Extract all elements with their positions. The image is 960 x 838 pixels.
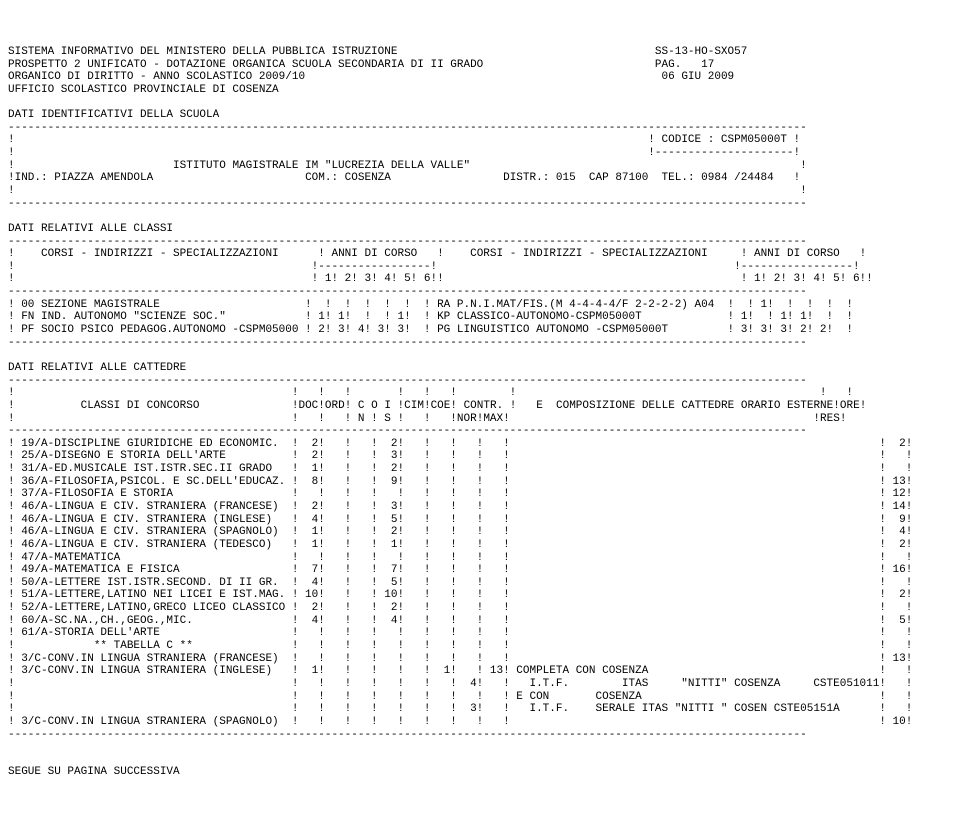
report-page: SISTEMA INFORMATIVO DEL MINISTERO DELLA … [8, 46, 952, 779]
rule: ----------------------------------------… [8, 122, 807, 134]
cattedre-header1: ! CLASSI DI CONCORSO !DOC!ORD! C O I !CI… [8, 400, 866, 412]
rule: ----------------------------------------… [8, 286, 807, 298]
school-title: DATI IDENTIFICATIVI DELLA SCUOLA [8, 109, 219, 121]
codice-line: ! ! CODICE : CSPM05000T ! [8, 134, 800, 146]
classi-title: DATI RELATIVI ALLE CLASSI [8, 223, 173, 235]
rule: ----------------------------------------… [8, 425, 807, 437]
rule: ----------------------------------------… [8, 729, 807, 741]
rule: ----------------------------------------… [8, 337, 807, 349]
classi-rows: ! 00 SEZIONE MAGISTRALE ! ! ! ! ! ! ! RA… [8, 299, 853, 336]
addr-line: !IND.: PIAZZA AMENDOLA COM.: COSENZA DIS… [8, 172, 800, 184]
classi-years: ! ! 1! 2! 3! 4! 5! 6!! ! 1! 2! 3! 4! 5! … [8, 273, 873, 285]
istituto-line: ! ISTITUTO MAGISTRALE IM "LUCREZIA DELLA… [8, 160, 807, 172]
rule: ----------------------------------------… [8, 198, 807, 210]
cattedre-header2: ! ! ! ! N ! S ! ! !NOR!MAX! !RES! [8, 413, 846, 425]
header-line-4: UFFICIO SCOLASTICO PROVINCIALE DI COSENZ… [8, 84, 279, 96]
header-line-1: SISTEMA INFORMATIVO DEL MINISTERO DELLA … [8, 46, 747, 58]
classi-header: ! CORSI - INDIRIZZI - SPECIALIZZAZIONI !… [8, 248, 866, 260]
header-line-3: ORGANICO DI DIRITTO - ANNO SCOLASTICO 20… [8, 71, 734, 83]
classi-subrule: ! !-----------------! !-----------------… [8, 261, 860, 273]
footer: SEGUE SU PAGINA SUCCESSIVA [8, 766, 180, 778]
cattedre-blank: ! ! ! ! ! ! ! ! ! ! [8, 387, 853, 399]
blank-bang: ! ! [8, 185, 807, 197]
cattedre-rows: ! 19/A-DISCIPLINE GIURIDICHE ED ECONOMIC… [8, 438, 912, 728]
rule: ----------------------------------------… [8, 236, 807, 248]
header-line-2: PROSPETTO 2 UNIFICATO - DOTAZIONE ORGANI… [8, 59, 714, 71]
cattedre-title: DATI RELATIVI ALLE CATTEDRE [8, 362, 186, 374]
codice-rule: ! !---------------------! [8, 147, 800, 159]
rule: ----------------------------------------… [8, 375, 807, 387]
